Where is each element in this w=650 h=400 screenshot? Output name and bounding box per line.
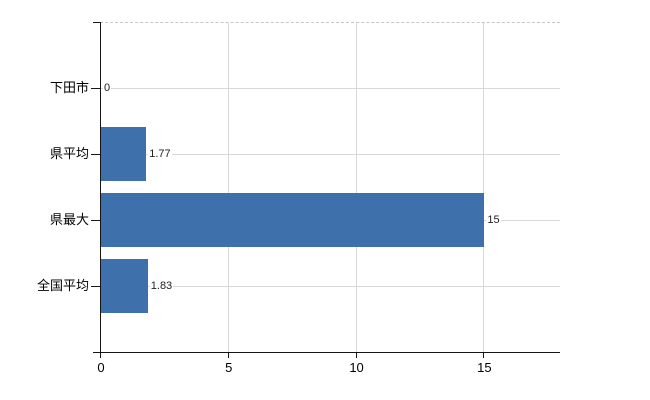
y-axis-tick <box>91 88 100 89</box>
category-label: 県平均 <box>49 146 89 161</box>
vertical-gridline <box>355 23 357 352</box>
x-axis-tick <box>483 352 485 358</box>
x-tick-label: 15 <box>477 360 492 375</box>
vertical-gridline <box>227 23 229 352</box>
y-axis-top-cap <box>93 22 100 23</box>
x-axis-tick <box>227 352 229 358</box>
row-gridline <box>101 154 560 155</box>
y-axis-tick <box>91 154 100 155</box>
row-gridline <box>101 88 560 89</box>
x-axis-tick <box>100 352 101 358</box>
x-tick-label: 10 <box>349 360 364 375</box>
bar <box>101 259 148 313</box>
value-label: 0 <box>103 82 112 95</box>
x-tick-label: 0 <box>97 360 105 375</box>
x-axis-tick <box>355 352 357 358</box>
y-axis-tick <box>91 286 100 287</box>
vertical-gridline <box>483 23 485 352</box>
plot-area <box>100 22 560 352</box>
category-label: 下田市 <box>49 80 89 95</box>
value-label: 1.83 <box>149 280 174 293</box>
category-label: 県最大 <box>49 212 89 227</box>
x-axis-line <box>93 352 560 353</box>
row-gridline <box>101 286 560 287</box>
value-label: 15 <box>486 214 501 227</box>
x-tick-label: 5 <box>225 360 233 375</box>
value-label: 1.77 <box>148 148 172 161</box>
y-axis-tick <box>91 220 100 221</box>
bar <box>101 193 485 247</box>
category-label: 全国平均 <box>36 278 89 293</box>
bar <box>101 127 147 181</box>
y-axis-line <box>100 22 101 352</box>
